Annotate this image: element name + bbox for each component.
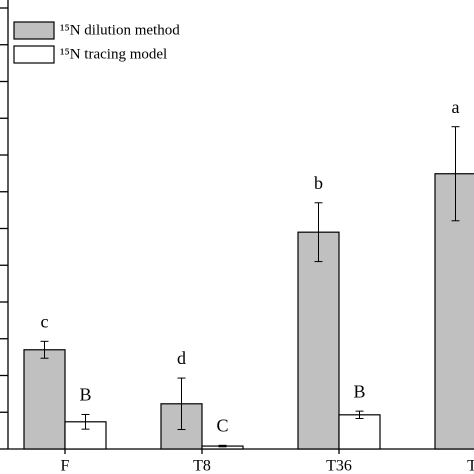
x-tick-label: T1	[467, 458, 474, 474]
significance-letter: C	[216, 415, 228, 435]
x-tick-label: F	[61, 458, 70, 474]
significance-letter: b	[314, 173, 323, 193]
bar	[23, 349, 66, 450]
significance-letter: B	[353, 381, 365, 401]
error-bar	[314, 202, 323, 263]
error-bar	[81, 413, 90, 430]
error-bar	[218, 444, 227, 448]
significance-letter: a	[452, 97, 460, 117]
x-tick-label: T36	[326, 458, 352, 474]
bar	[338, 414, 381, 450]
error-bar	[177, 377, 186, 431]
significance-letter: c	[41, 311, 49, 331]
legend-label: ¹⁵N dilution method	[60, 22, 180, 38]
legend-swatch	[13, 45, 55, 64]
legend-label: ¹⁵N tracing model	[60, 46, 167, 62]
error-bar	[355, 410, 364, 419]
bar	[297, 231, 340, 450]
bar	[434, 173, 474, 450]
significance-letter: d	[177, 348, 186, 368]
significance-letter: B	[79, 385, 91, 405]
error-bar	[40, 340, 49, 359]
error-bar	[451, 126, 460, 222]
x-tick-label: T8	[193, 458, 211, 474]
legend-swatch	[13, 21, 55, 40]
